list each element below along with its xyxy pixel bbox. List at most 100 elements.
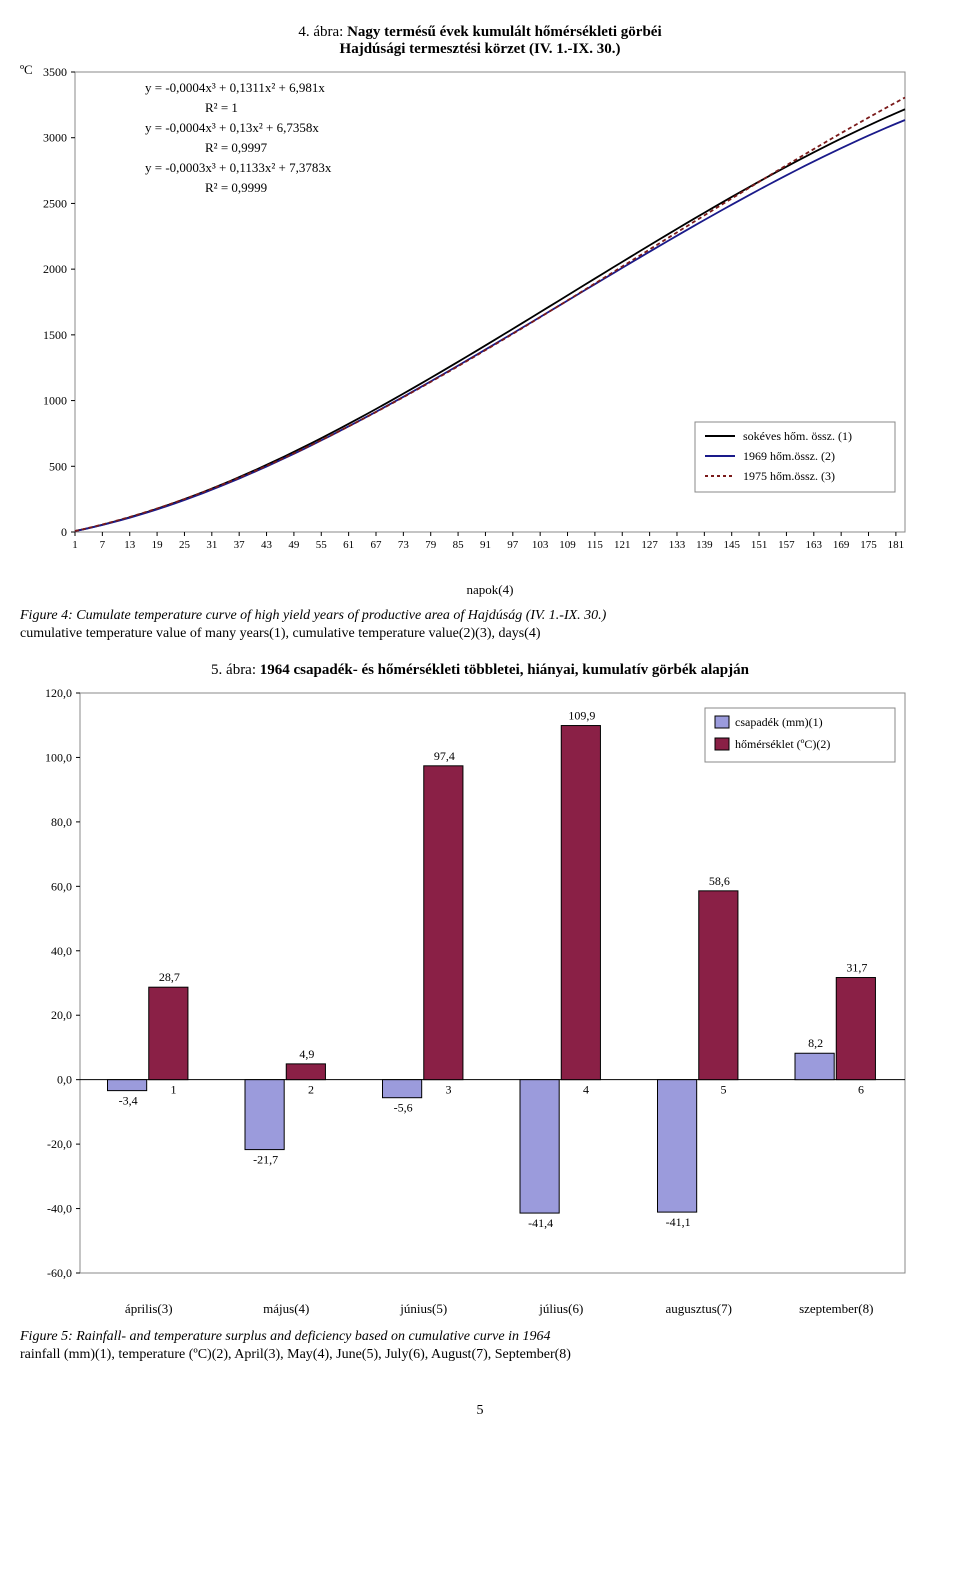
svg-text:91: 91 [480,539,491,551]
svg-text:1969 hőm.össz. (2): 1969 hőm.össz. (2) [743,449,835,463]
svg-text:2000: 2000 [43,262,67,276]
svg-text:181: 181 [888,539,905,551]
svg-text:127: 127 [641,539,658,551]
svg-text:0,0: 0,0 [57,1073,72,1087]
figure4-yaxis-label: ºC [20,62,33,78]
svg-text:163: 163 [806,539,823,551]
svg-text:június(5): június(5) [399,1301,447,1316]
svg-text:13: 13 [124,539,136,551]
svg-text:73: 73 [398,539,410,551]
svg-text:85: 85 [453,539,465,551]
svg-text:7: 7 [100,539,106,551]
svg-text:115: 115 [587,539,604,551]
svg-text:175: 175 [860,539,877,551]
svg-text:-20,0: -20,0 [47,1137,72,1151]
svg-text:-60,0: -60,0 [47,1266,72,1280]
svg-text:y = -0,0004x³ + 0,1311x² + 6,9: y = -0,0004x³ + 0,1311x² + 6,981x [145,80,325,95]
figure4-subcaption: cumulative temperature value of many yea… [20,626,940,642]
svg-text:1000: 1000 [43,394,67,408]
svg-text:1500: 1500 [43,328,67,342]
svg-text:4: 4 [583,1083,589,1097]
svg-text:500: 500 [49,459,67,473]
figure5-title-bold: 1964 csapadék- és hőmérsékleti többletei… [260,662,749,678]
svg-text:y = -0,0003x³ + 0,1133x² + 7,3: y = -0,0003x³ + 0,1133x² + 7,3783x [145,160,332,175]
figure-5: 5. ábra: 1964 csapadék- és hőmérsékleti … [20,662,940,1363]
svg-text:97,4: 97,4 [434,749,455,763]
svg-text:145: 145 [723,539,740,551]
svg-text:37: 37 [234,539,246,551]
svg-text:szeptember(8): szeptember(8) [799,1301,873,1316]
svg-text:169: 169 [833,539,850,551]
svg-text:61: 61 [343,539,354,551]
svg-text:1: 1 [72,539,78,551]
svg-text:28,7: 28,7 [159,970,180,984]
svg-text:103: 103 [532,539,549,551]
svg-text:151: 151 [751,539,768,551]
svg-text:y = -0,0004x³ + 0,13x² + 6,735: y = -0,0004x³ + 0,13x² + 6,7358x [145,120,319,135]
svg-text:25: 25 [179,539,191,551]
svg-text:2: 2 [308,1083,314,1097]
svg-text:csapadék (mm)(1): csapadék (mm)(1) [735,715,823,729]
svg-text:139: 139 [696,539,713,551]
svg-text:-41,4: -41,4 [528,1216,553,1230]
svg-text:R² = 0,9999: R² = 0,9999 [205,180,267,195]
page-number: 5 [20,1403,940,1419]
svg-text:-40,0: -40,0 [47,1202,72,1216]
svg-text:121: 121 [614,539,631,551]
svg-text:20,0: 20,0 [51,1008,72,1022]
svg-text:2500: 2500 [43,196,67,210]
figure4-title-bold1: Nagy termésű évek kumulált hőmérsékleti … [347,24,662,40]
svg-text:-5,6: -5,6 [394,1101,413,1115]
svg-text:133: 133 [669,539,686,551]
svg-text:napok(4): napok(4) [467,582,514,597]
figure5-title-prefix: 5. ábra: [211,662,260,678]
svg-text:-21,7: -21,7 [253,1153,278,1167]
svg-text:120,0: 120,0 [45,686,72,700]
svg-text:1975 hőm.össz. (3): 1975 hőm.össz. (3) [743,469,835,483]
svg-text:67: 67 [370,539,382,551]
figure4-caption: Figure 4: Cumulate temperature curve of … [20,608,940,624]
svg-text:R² = 1: R² = 1 [205,100,238,115]
figure4-chart: 0 500 1000 1500 2000 2500 3000 3500 1 7 13 19 25 31 37… [20,62,920,602]
svg-text:1: 1 [171,1083,177,1097]
svg-text:40,0: 40,0 [51,944,72,958]
figure4-title-prefix: 4. ábra: [298,24,347,40]
svg-text:109: 109 [559,539,576,551]
figure5-chart: -60,0-40,0-20,00,020,040,060,080,0100,01… [20,683,920,1323]
svg-text:79: 79 [425,539,437,551]
svg-text:31: 31 [206,539,217,551]
svg-text:97: 97 [507,539,519,551]
svg-text:80,0: 80,0 [51,815,72,829]
svg-text:július(6): július(6) [538,1301,583,1316]
svg-text:3500: 3500 [43,65,67,79]
figure5-subcaption: rainfall (mm)(1), temperature (ºC)(2), A… [20,1347,940,1363]
svg-text:április(3): április(3) [125,1301,173,1316]
svg-text:R² = 0,9997: R² = 0,9997 [205,140,268,155]
svg-text:-3,4: -3,4 [119,1094,138,1108]
svg-text:5: 5 [721,1083,727,1097]
svg-text:19: 19 [152,539,164,551]
svg-text:augusztus(7): augusztus(7) [666,1301,732,1316]
svg-text:31,7: 31,7 [846,961,867,975]
svg-text:60,0: 60,0 [51,879,72,893]
svg-text:3: 3 [446,1083,452,1097]
svg-text:43: 43 [261,539,273,551]
svg-text:május(4): május(4) [263,1301,309,1316]
svg-text:4,9: 4,9 [299,1047,314,1061]
svg-text:3000: 3000 [43,131,67,145]
figure-4: 4. ábra: Nagy termésű évek kumulált hőmé… [20,24,940,642]
svg-text:6: 6 [858,1083,864,1097]
svg-text:hőmérséklet (ºC)(2): hőmérséklet (ºC)(2) [735,737,830,751]
figure4-title: 4. ábra: Nagy termésű évek kumulált hőmé… [20,24,940,58]
svg-text:157: 157 [778,539,795,551]
figure4-title-bold2: Hajdúsági termesztési körzet (IV. 1.-IX.… [340,41,621,57]
svg-text:0: 0 [61,525,67,539]
svg-text:109,9: 109,9 [568,709,595,723]
svg-text:sokéves hőm. össz. (1): sokéves hőm. össz. (1) [743,429,852,443]
svg-text:-41,1: -41,1 [666,1215,691,1229]
svg-text:49: 49 [288,539,300,551]
svg-text:58,6: 58,6 [709,874,730,888]
figure5-caption: Figure 5: Rainfall- and temperature surp… [20,1329,940,1345]
svg-text:55: 55 [316,539,328,551]
figure5-title: 5. ábra: 1964 csapadék- és hőmérsékleti … [20,662,940,679]
